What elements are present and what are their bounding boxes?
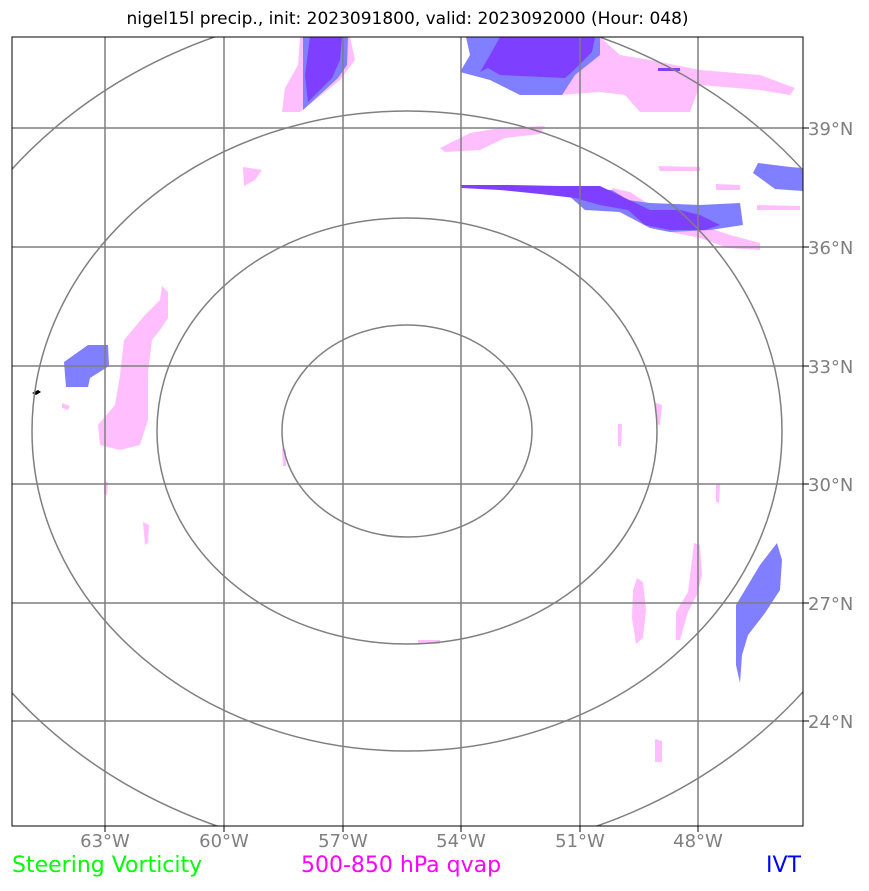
qvap-region	[143, 522, 149, 545]
qvap-region	[757, 205, 800, 210]
qvap-region	[656, 403, 662, 425]
lon-label: 63°W	[80, 831, 130, 852]
legend-steering-vorticity: Steering Vorticity	[12, 853, 203, 878]
lon-label: 51°W	[555, 831, 605, 852]
overlap-region	[480, 37, 595, 78]
lat-label: 30°N	[808, 475, 853, 496]
lat-labels: 39°N 36°N 33°N 30°N 27°N 24°N	[808, 119, 853, 733]
qvap-regions	[62, 37, 800, 762]
lat-label: 24°N	[808, 712, 853, 733]
lat-label: 27°N	[808, 594, 853, 615]
qvap-region	[676, 543, 702, 640]
overlap-region	[305, 37, 342, 102]
island-shape	[32, 390, 41, 395]
range-ring	[156, 217, 658, 645]
qvap-region	[655, 739, 662, 762]
qvap-region	[62, 403, 70, 410]
plot-frame	[11, 36, 804, 827]
ivt-region	[736, 543, 782, 683]
lat-label: 33°N	[808, 357, 853, 378]
qvap-region	[243, 167, 262, 186]
tick-marks	[104, 127, 809, 832]
lat-label: 39°N	[808, 119, 853, 140]
lon-labels: 63°W 60°W 57°W 54°W 51°W 48°W	[80, 831, 723, 852]
ivt-region	[753, 163, 803, 191]
map-content	[12, 37, 803, 826]
lat-label: 36°N	[808, 238, 853, 259]
lon-label: 54°W	[436, 831, 486, 852]
range-ring	[31, 110, 783, 752]
overlap-region	[460, 185, 720, 230]
qvap-region	[612, 188, 760, 250]
lon-label: 60°W	[199, 831, 249, 852]
qvap-region	[618, 424, 622, 446]
range-rings	[12, 37, 803, 826]
lon-label: 57°W	[318, 831, 368, 852]
range-ring	[281, 324, 533, 538]
overlap-regions	[305, 37, 720, 230]
qvap-region	[98, 286, 168, 450]
qvap-region	[440, 126, 545, 152]
legend-ivt: IVT	[766, 853, 801, 878]
qvap-region	[716, 184, 740, 190]
gridlines	[12, 37, 803, 826]
map-title: nigel15l precip., init: 2023091800, vali…	[126, 9, 689, 29]
lon-label: 48°W	[673, 831, 723, 852]
qvap-region	[658, 166, 700, 171]
qvap-region	[716, 484, 720, 503]
qvap-region	[632, 578, 646, 644]
legend-qvap: 500-850 hPa qvap	[301, 853, 502, 878]
